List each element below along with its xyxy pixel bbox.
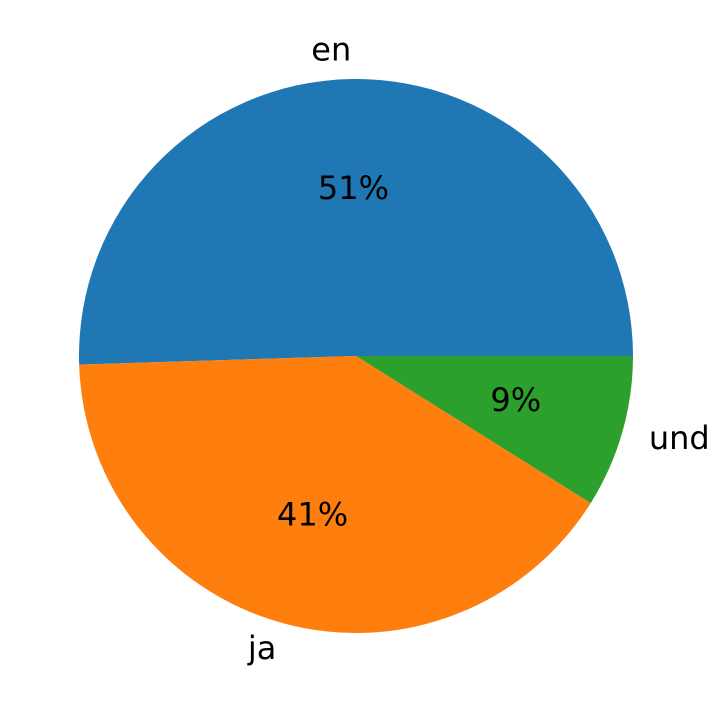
pie-slice — [356, 356, 633, 504]
pie-slice — [79, 79, 633, 365]
percent-label: 9% — [490, 381, 541, 419]
percent-label: 51% — [318, 169, 389, 207]
slice-label: und — [649, 419, 710, 457]
percent-label: 41% — [277, 495, 348, 533]
pie-slice — [79, 356, 591, 633]
slice-label: en — [311, 30, 351, 68]
slice-label: ja — [247, 629, 277, 667]
